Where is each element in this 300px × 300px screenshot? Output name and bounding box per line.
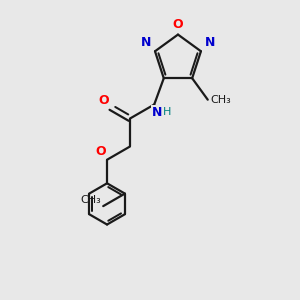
Text: H: H <box>163 106 171 117</box>
Text: CH₃: CH₃ <box>210 95 231 105</box>
Text: N: N <box>205 36 215 49</box>
Text: N: N <box>152 106 162 119</box>
Text: O: O <box>95 145 106 158</box>
Text: N: N <box>141 36 151 49</box>
Text: O: O <box>98 94 109 107</box>
Text: O: O <box>173 18 183 31</box>
Text: CH₃: CH₃ <box>81 195 101 205</box>
